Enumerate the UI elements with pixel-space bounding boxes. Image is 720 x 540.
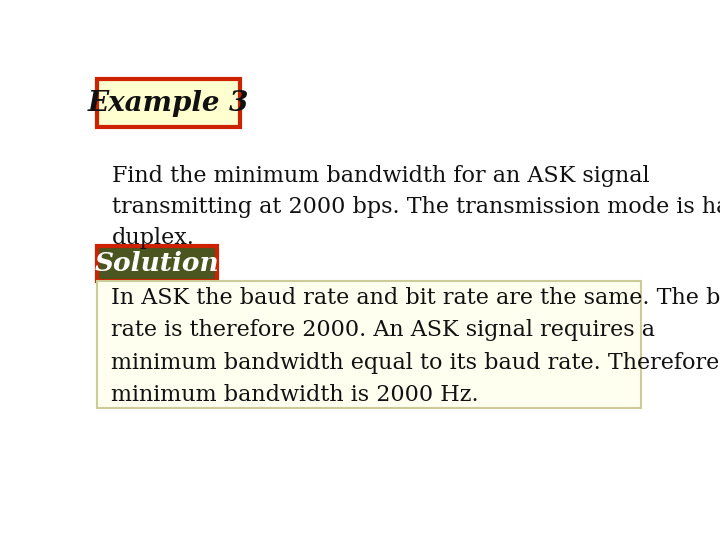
FancyBboxPatch shape [97, 246, 217, 281]
FancyBboxPatch shape [97, 79, 240, 127]
Text: Example 3: Example 3 [88, 90, 249, 117]
Text: In ASK the baud rate and bit rate are the same. The baud
rate is therefore 2000.: In ASK the baud rate and bit rate are th… [111, 287, 720, 406]
FancyBboxPatch shape [97, 281, 642, 408]
Text: Solution: Solution [95, 251, 220, 276]
Text: Find the minimum bandwidth for an ASK signal
transmitting at 2000 bps. The trans: Find the minimum bandwidth for an ASK si… [112, 165, 720, 249]
